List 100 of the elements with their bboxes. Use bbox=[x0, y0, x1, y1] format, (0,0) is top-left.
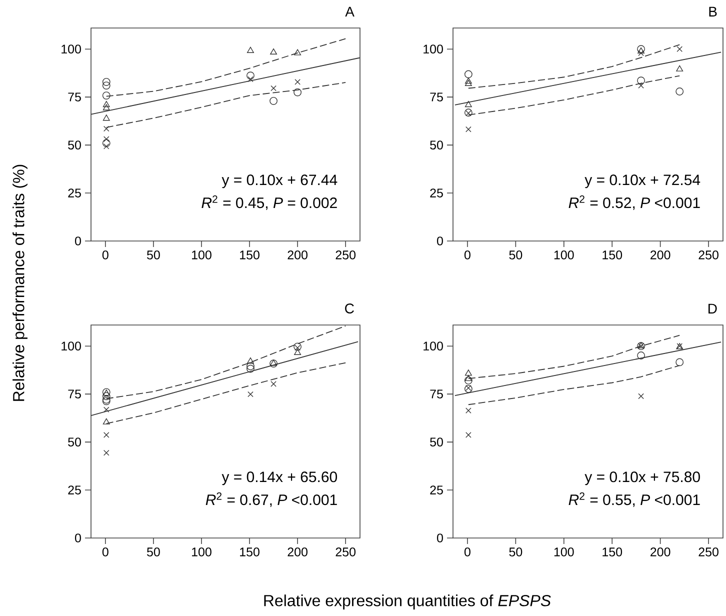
y-tick-label: 75 bbox=[68, 390, 81, 398]
point bbox=[247, 358, 254, 364]
point bbox=[246, 72, 254, 80]
y-tick-label: 100 bbox=[424, 44, 443, 54]
chart-title: D bbox=[708, 304, 717, 314]
y-tick-label: 100 bbox=[62, 44, 81, 54]
x-tick-label: 200 bbox=[650, 548, 670, 556]
x-tick-label: 250 bbox=[698, 548, 718, 556]
point bbox=[102, 392, 110, 400]
point bbox=[246, 364, 254, 373]
y-tick-label: 0 bbox=[75, 534, 81, 542]
y-tick-label: 50 bbox=[430, 438, 443, 446]
y-tick-label: 50 bbox=[68, 438, 81, 446]
annotation: y = 0.14x + 65.60 bbox=[222, 472, 338, 486]
point bbox=[294, 342, 302, 351]
point bbox=[466, 385, 472, 391]
point bbox=[676, 65, 684, 72]
point bbox=[246, 362, 254, 370]
point bbox=[102, 114, 110, 121]
y-tick-label: 0 bbox=[437, 236, 443, 246]
point bbox=[102, 418, 110, 424]
x-tick-label: 200 bbox=[288, 548, 308, 556]
chart-title: B bbox=[709, 6, 717, 16]
point bbox=[466, 432, 472, 438]
y-tick-label: 25 bbox=[430, 188, 443, 198]
point bbox=[294, 49, 302, 56]
point bbox=[676, 88, 684, 96]
y-tick-label: 25 bbox=[68, 188, 81, 198]
annotation: y = 0.10x + 72.54 bbox=[584, 174, 700, 188]
y-tick-label: 75 bbox=[68, 92, 81, 102]
x-tick-label: 0 bbox=[464, 548, 470, 556]
y-axis-title: Relative performance of traits (%) bbox=[12, 164, 28, 401]
point bbox=[464, 370, 472, 376]
x-tick-label: 100 bbox=[192, 250, 212, 260]
y-tick-label: 0 bbox=[437, 534, 443, 542]
point bbox=[103, 126, 110, 132]
point bbox=[270, 85, 276, 92]
x-tick-label: 100 bbox=[554, 250, 574, 260]
point bbox=[270, 48, 278, 55]
y-tick-label: 75 bbox=[430, 92, 443, 102]
point bbox=[464, 376, 472, 384]
line-series bbox=[468, 75, 680, 116]
annotation: y = 0.10x + 67.44 bbox=[222, 174, 338, 188]
point bbox=[638, 393, 644, 400]
point bbox=[102, 78, 110, 86]
point bbox=[102, 82, 110, 90]
point bbox=[638, 47, 644, 54]
point bbox=[637, 76, 645, 85]
chart-title: A bbox=[345, 6, 354, 16]
x-tick-label: 0 bbox=[102, 250, 108, 260]
annotation: R$^{2}$ = 0.52, P <0.001 bbox=[568, 195, 700, 210]
line-series bbox=[468, 44, 680, 89]
point bbox=[294, 88, 302, 96]
x-tick-label: 250 bbox=[336, 250, 356, 260]
x-tick-label: 200 bbox=[288, 250, 308, 260]
point bbox=[270, 360, 278, 368]
y-tick-label: 50 bbox=[430, 140, 443, 150]
y-tick-label: 0 bbox=[75, 236, 81, 246]
x-tick-label: 150 bbox=[602, 250, 622, 260]
point bbox=[102, 92, 110, 100]
point bbox=[294, 344, 300, 351]
point bbox=[638, 82, 644, 88]
point bbox=[637, 352, 645, 360]
y-tick-label: 25 bbox=[68, 486, 81, 494]
point bbox=[464, 100, 472, 108]
point bbox=[466, 126, 472, 132]
point bbox=[103, 143, 110, 150]
x-tick-label: 0 bbox=[102, 548, 108, 556]
x-axis-title: Relative expression quantities of EPSPS bbox=[264, 594, 551, 610]
annotation: R$^{2}$ = 0.45, P = 0.002 bbox=[202, 195, 337, 210]
y-tick-label: 25 bbox=[430, 486, 443, 494]
y-tick-label: 100 bbox=[424, 342, 443, 351]
annotation: y = 0.10x + 75.80 bbox=[584, 472, 700, 486]
point bbox=[676, 46, 682, 52]
y-tick-label: 50 bbox=[68, 140, 81, 150]
point bbox=[464, 80, 472, 86]
point bbox=[270, 360, 278, 366]
x-tick-label: 200 bbox=[650, 250, 670, 260]
x-tick-label: 50 bbox=[509, 250, 522, 260]
x-tick-label: 100 bbox=[554, 548, 574, 556]
point bbox=[103, 406, 110, 413]
point bbox=[464, 70, 472, 78]
point bbox=[676, 358, 684, 366]
point bbox=[102, 104, 110, 110]
point bbox=[270, 96, 278, 105]
point bbox=[247, 46, 254, 53]
point bbox=[248, 391, 254, 398]
point bbox=[464, 374, 472, 382]
x-tick-label: 100 bbox=[192, 548, 212, 556]
x-tick-label: 250 bbox=[698, 250, 718, 260]
point bbox=[102, 139, 110, 148]
point bbox=[102, 100, 110, 108]
y-tick-label: 75 bbox=[430, 390, 443, 398]
point bbox=[103, 450, 110, 456]
point bbox=[466, 408, 472, 414]
x-tick-label: 150 bbox=[240, 548, 260, 556]
x-tick-label: 250 bbox=[336, 548, 356, 556]
point bbox=[248, 76, 254, 82]
x-tick-label: 150 bbox=[240, 250, 260, 260]
point bbox=[638, 50, 644, 56]
